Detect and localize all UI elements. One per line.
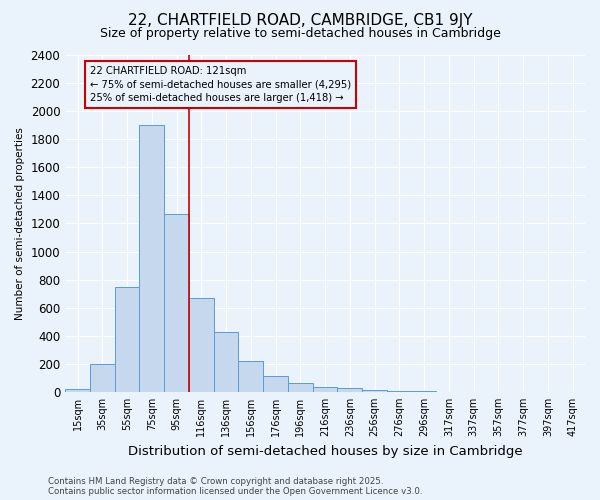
Bar	[115, 286, 139, 392]
Bar	[288, 383, 313, 392]
Bar	[90, 364, 115, 392]
Bar	[65, 389, 90, 392]
Bar	[263, 376, 288, 392]
Bar	[362, 390, 387, 392]
Bar	[164, 214, 189, 392]
Bar	[189, 298, 214, 392]
Y-axis label: Number of semi-detached properties: Number of semi-detached properties	[15, 127, 25, 320]
Text: Size of property relative to semi-detached houses in Cambridge: Size of property relative to semi-detach…	[100, 28, 500, 40]
Text: Contains HM Land Registry data © Crown copyright and database right 2025.
Contai: Contains HM Land Registry data © Crown c…	[48, 476, 422, 496]
Bar	[412, 391, 436, 392]
Bar	[214, 332, 238, 392]
Bar	[139, 125, 164, 392]
Text: 22 CHARTFIELD ROAD: 121sqm
← 75% of semi-detached houses are smaller (4,295)
25%: 22 CHARTFIELD ROAD: 121sqm ← 75% of semi…	[90, 66, 351, 102]
Bar	[313, 387, 337, 392]
Bar	[387, 390, 412, 392]
Text: 22, CHARTFIELD ROAD, CAMBRIDGE, CB1 9JY: 22, CHARTFIELD ROAD, CAMBRIDGE, CB1 9JY	[128, 12, 472, 28]
Bar	[337, 388, 362, 392]
Bar	[238, 361, 263, 392]
X-axis label: Distribution of semi-detached houses by size in Cambridge: Distribution of semi-detached houses by …	[128, 444, 523, 458]
